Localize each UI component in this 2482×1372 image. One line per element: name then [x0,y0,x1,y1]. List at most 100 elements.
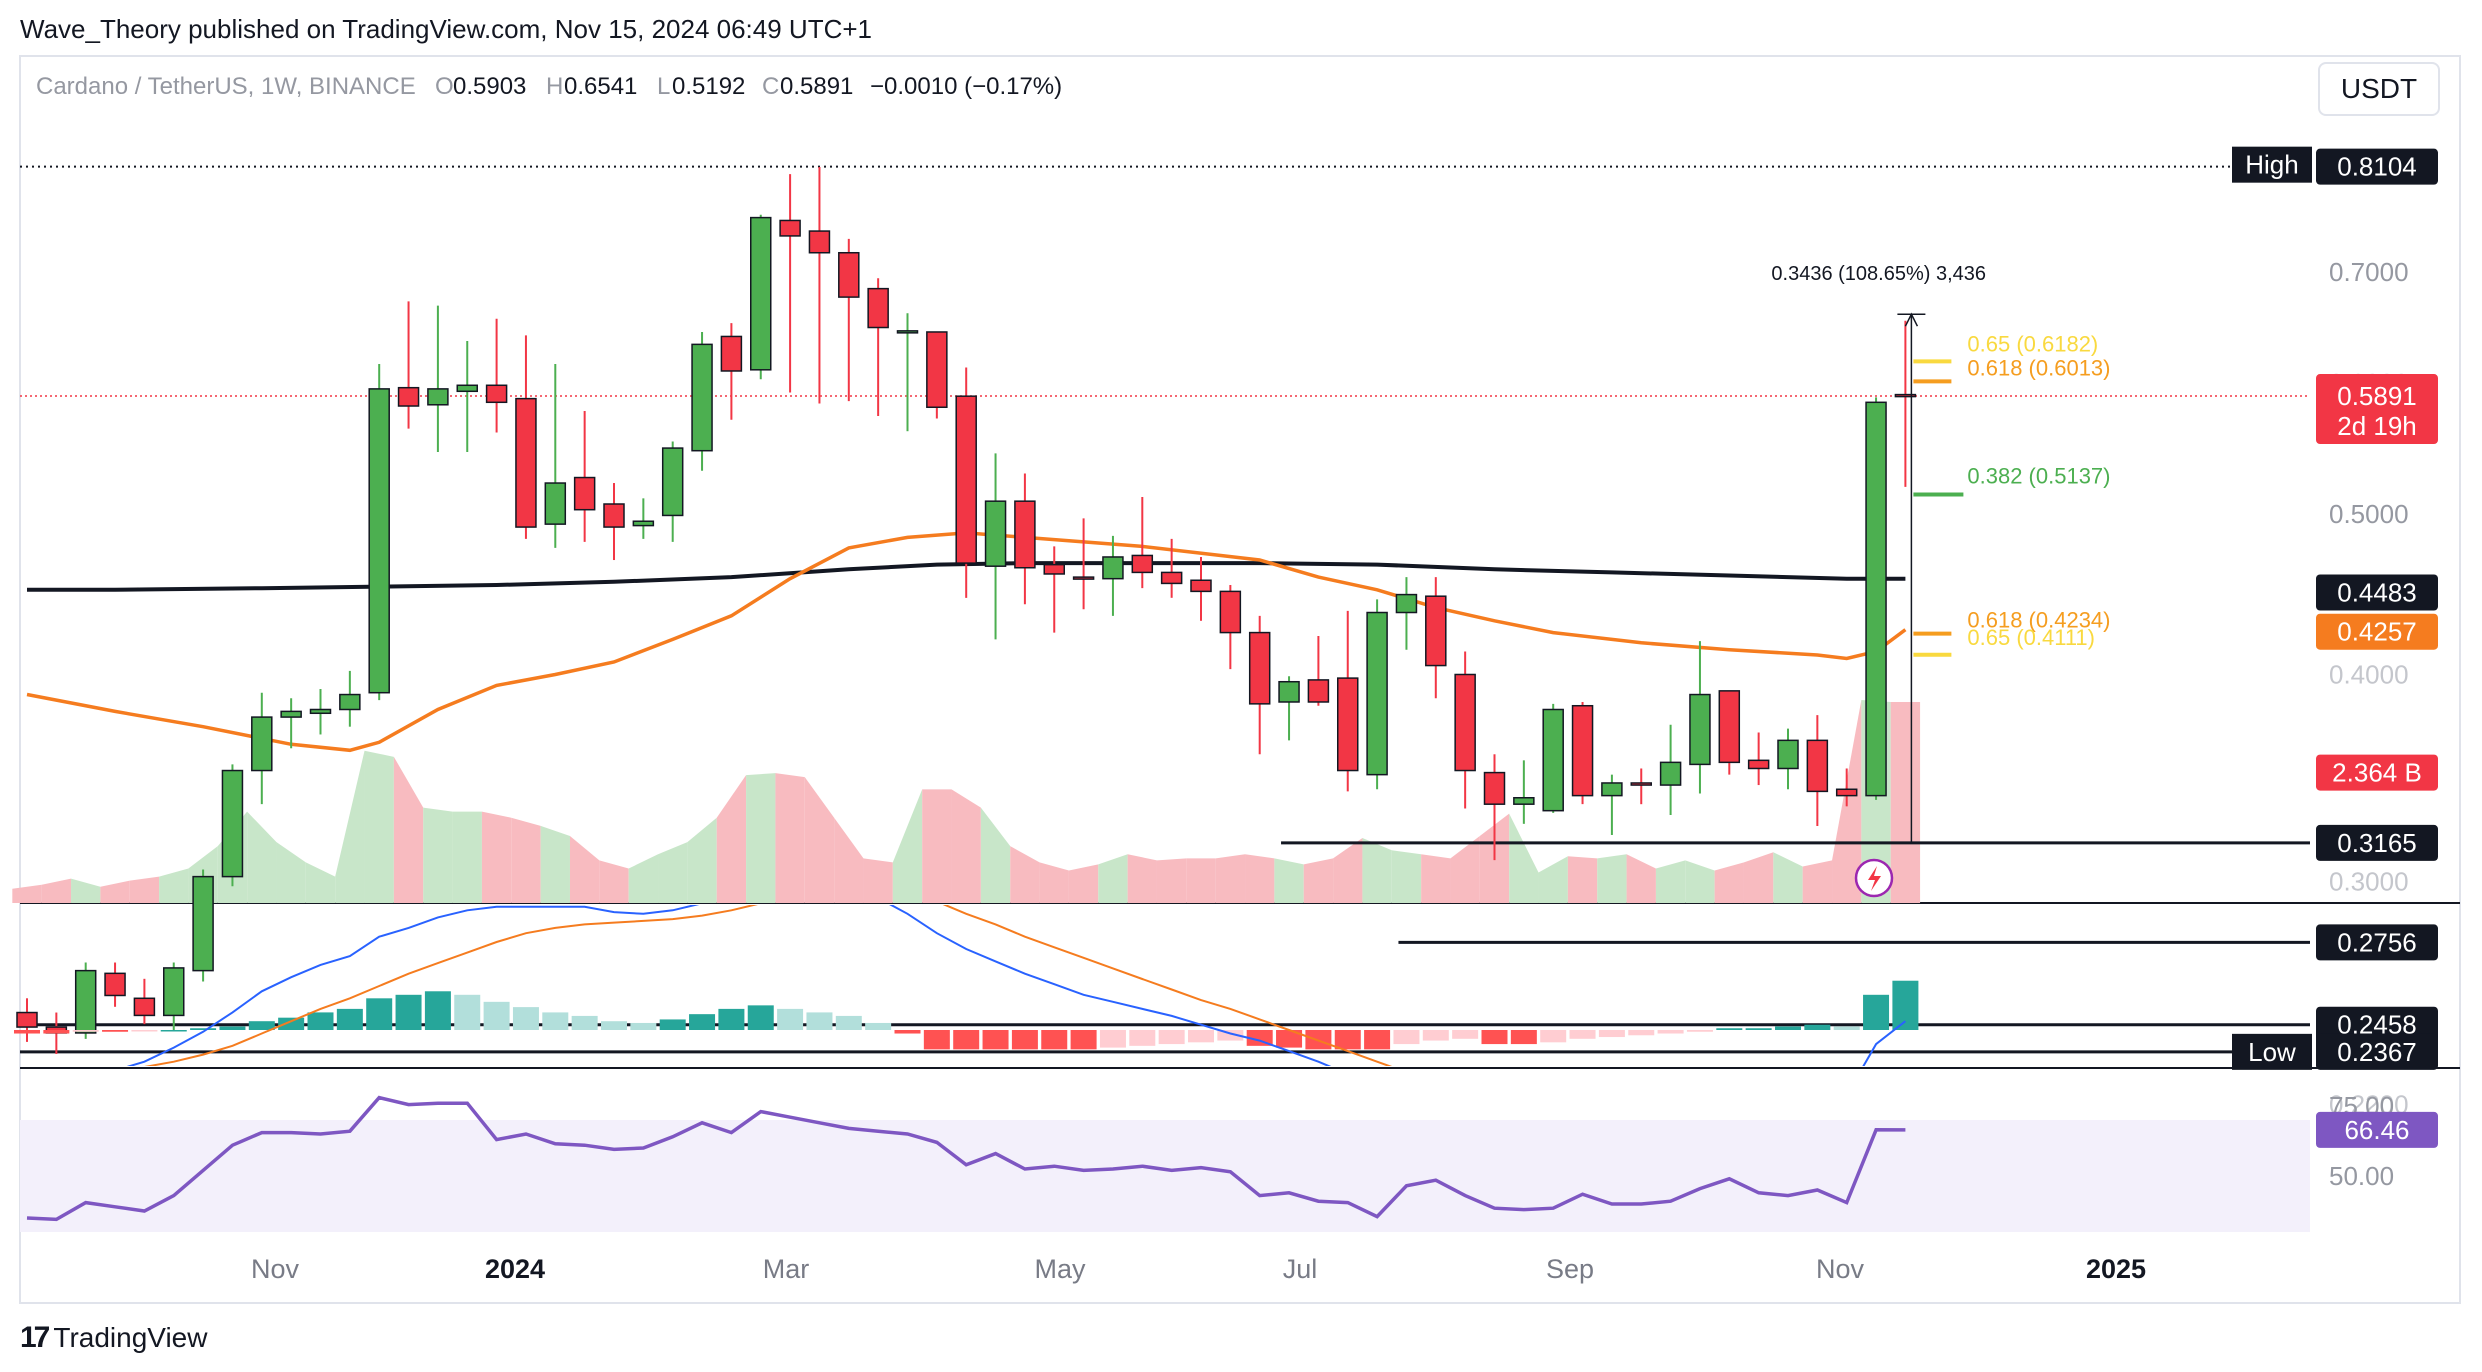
macd-histogram-bar [1628,1030,1655,1036]
candle-body [779,219,801,237]
macd-histogram-bar [454,994,481,1030]
ma-orange-line [26,531,1907,753]
macd-histogram-bar [1598,1030,1625,1038]
volume-bar [423,807,453,903]
macd-signal-line [144,905,1393,1066]
rsi-line [26,1095,1906,1222]
candle-body [955,395,977,564]
macd-histogram-bar [894,1030,921,1034]
volume-bar [1421,854,1451,903]
volume-bar [863,858,893,903]
volume-tag-bg [2316,754,2438,791]
tradingview-logo[interactable]: 17 TradingView [20,1318,207,1358]
candle-body [339,693,361,711]
candle-body [1160,571,1183,585]
volume-bar [892,789,923,903]
macd-histogram-bar [1011,1030,1038,1050]
change-value: −0.0010 (−0.17%) [870,73,1062,100]
volume-bar [335,750,365,903]
candle-body [1630,782,1652,786]
volume-bar [276,842,306,903]
volume-bar [1245,854,1275,903]
volume-bar [599,860,629,903]
macd-histogram-bar [483,1001,510,1030]
level-value-tag-bg [2316,824,2438,861]
high-tag-label: High [2245,150,2298,180]
candle-body [1601,782,1623,797]
candle-body [1718,690,1741,764]
low-tag-label: Low [2248,1037,2296,1067]
volume-bar [1303,858,1334,903]
macd-histogram-bar [1657,1030,1684,1034]
volume-bar [71,878,101,903]
macd-histogram-bar [1364,1030,1391,1050]
volume-bar [1156,858,1187,903]
measure-arrow [1904,312,1919,327]
macd-histogram-bar [1481,1030,1508,1045]
macd-histogram-bar [1892,980,1919,1030]
volume-bar [1010,846,1040,903]
candle-body [573,476,596,511]
candle-body [221,769,244,878]
candle-body [1014,500,1036,569]
volume-bar [687,817,717,903]
candle-body [1307,679,1330,703]
ma-black-tag: 0.4483 [2337,578,2417,608]
candle-body [16,1011,38,1028]
macd-line [126,905,1907,1066]
axis-layer: 0.70000.50000.60000.40000.30000.22000.05… [251,146,2438,1284]
macd-histogram-bar [1393,1030,1420,1045]
candle-body [1777,739,1799,770]
volume-bar [804,777,835,903]
high-value-tag: 0.8104 [2337,152,2417,182]
candle-body [1278,680,1300,703]
volume-bar [540,825,570,903]
rsi-layer [26,1095,1906,1222]
volume-bar [12,884,42,903]
volume-bar [1567,856,1598,903]
low-value: 0.5192 [672,73,745,100]
candle-body [1219,590,1242,634]
low-tag-label-bg [2232,1033,2312,1070]
macd-histogram-bar [923,1030,950,1050]
macd-histogram-bar [1804,1024,1831,1030]
macd-histogram-bar [1276,1030,1303,1048]
time-tick-label: Nov [1816,1254,1865,1284]
volume-bar [452,811,482,903]
candle-body [808,230,831,254]
candle-body [1366,611,1388,776]
macd-histogram-bar [689,1014,716,1030]
candle-body [1072,576,1095,580]
ma-black-tag-bg [2316,574,2438,611]
candle-body [984,500,1007,567]
macd-histogram-bar [1686,1030,1713,1032]
volume-bar [1186,858,1216,903]
tv-logo-text: TradingView [53,1322,208,1353]
volume-bar [1773,852,1803,903]
candle-body [1894,393,1917,398]
volume-bar [1626,854,1656,903]
volume-bar [951,789,981,903]
close-value: 0.5891 [780,73,853,100]
candle-body [1102,556,1124,580]
macd-histogram-bar [14,1030,40,1034]
macd-histogram-bar [1158,1030,1185,1045]
macd-histogram-bar [366,998,393,1030]
macd-layer [14,905,1919,1066]
candle-body [1806,739,1829,793]
volume-bar [159,868,189,903]
candle-body [1747,759,1770,770]
volume-bar [746,773,776,903]
moving-averages-layer [26,531,1907,753]
ma-orange-tag: 0.4257 [2337,617,2417,647]
volume-bar [100,880,130,903]
currency-button[interactable]: USDT [2318,62,2440,116]
bolt-icon[interactable] [1854,858,1894,898]
macd-histogram-bar [630,1022,657,1030]
candle-body [896,330,919,334]
candle-body [74,969,97,1034]
volume-bar [1333,838,1363,903]
volume-bar [305,862,336,903]
level-value-tag: 0.2367 [2337,1037,2417,1067]
